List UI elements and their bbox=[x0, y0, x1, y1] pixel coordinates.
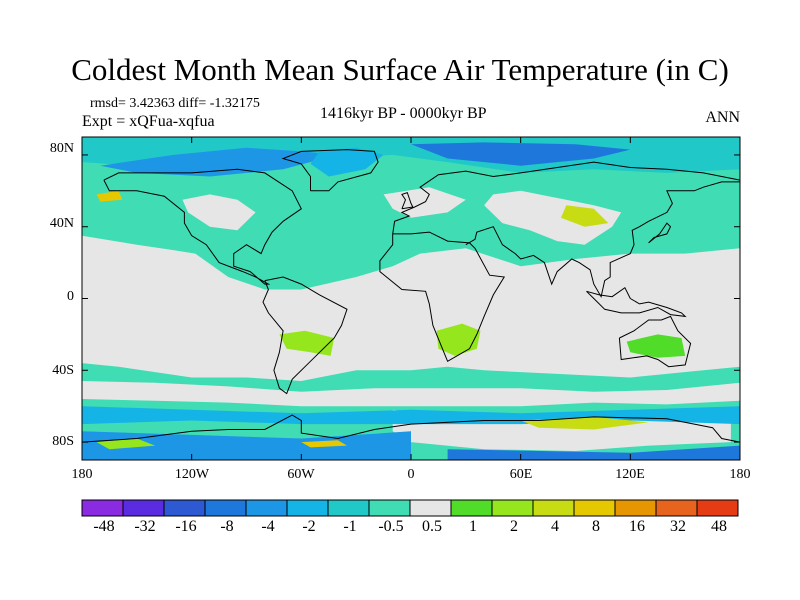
colorbar bbox=[81, 499, 739, 517]
lat-label-40n: 40N bbox=[49, 216, 74, 231]
colorbar-swatch bbox=[163, 499, 206, 517]
colorbar-label: 1 bbox=[469, 518, 477, 535]
warming-alaska bbox=[96, 190, 123, 202]
colorbar-label: 0.5 bbox=[422, 518, 442, 535]
colorbar-label: 32 bbox=[670, 518, 686, 535]
season-label: ANN bbox=[705, 109, 740, 126]
statistics-label: rmsd= 3.42363 diff= -1.32175 bbox=[90, 96, 260, 111]
lat-label-0: 0 bbox=[67, 289, 74, 304]
colorbar-swatch bbox=[286, 499, 329, 517]
colorbar-swatch bbox=[532, 499, 575, 517]
coastline bbox=[103, 168, 302, 285]
neutral-north-america bbox=[182, 194, 256, 231]
lon-label-60e: 60E bbox=[509, 467, 533, 482]
lon-label-0: 0 bbox=[407, 467, 415, 482]
axis-ticks bbox=[81, 137, 741, 460]
lon-label-120e: 120E bbox=[615, 467, 645, 482]
coastline bbox=[648, 222, 672, 244]
cooling-greenland bbox=[310, 147, 384, 177]
neutral-band-southern-ocean bbox=[82, 381, 740, 407]
colorbar-label: 16 bbox=[629, 518, 645, 535]
coastline-layer bbox=[81, 149, 741, 443]
coastline bbox=[586, 286, 687, 318]
experiment-label: Expt = xQFua-xqfua bbox=[82, 113, 215, 130]
colorbar-label: -2 bbox=[302, 518, 316, 535]
period-label: 1416kyr BP - 0000kyr BP bbox=[320, 105, 487, 122]
cooling-west-antarctica bbox=[82, 431, 411, 460]
colorbar-label: -4 bbox=[261, 518, 275, 535]
colorbar-label: -48 bbox=[93, 518, 115, 535]
warming-ross-sea bbox=[96, 438, 156, 450]
colorbar-label: 2 bbox=[510, 518, 518, 535]
colorbar-label: -1 bbox=[343, 518, 357, 535]
coastline bbox=[281, 149, 379, 192]
colorbar-swatch bbox=[327, 499, 370, 517]
lon-label-180e: 180 bbox=[729, 467, 751, 482]
warming-mongolia bbox=[560, 205, 609, 227]
coastline bbox=[401, 191, 414, 210]
colorbar-label: 8 bbox=[592, 518, 600, 535]
colorbar-swatch bbox=[655, 499, 698, 517]
lon-label-120w: 120W bbox=[174, 467, 210, 482]
colorbar-label: 48 bbox=[711, 518, 727, 535]
colorbar-swatch bbox=[409, 499, 452, 517]
colorbar-label: 4 bbox=[551, 518, 559, 535]
warming-weddell-ice bbox=[301, 440, 347, 448]
lat-label-40s: 40S bbox=[52, 363, 74, 378]
colorbar-swatch bbox=[122, 499, 165, 517]
lon-label-60w: 60W bbox=[287, 467, 315, 482]
colorbar-swatch bbox=[81, 499, 124, 517]
cooling-siberian-arctic bbox=[411, 142, 631, 166]
neutral-band-tropics bbox=[82, 235, 740, 381]
coastline bbox=[81, 414, 741, 443]
map-field-layer bbox=[82, 137, 740, 460]
cooling-canadian-arctic bbox=[100, 147, 338, 177]
coastline bbox=[379, 231, 506, 363]
coastline bbox=[465, 181, 740, 299]
colorbar-swatch bbox=[450, 499, 493, 517]
warming-south-america bbox=[279, 330, 335, 356]
colorbar-swatch bbox=[614, 499, 657, 517]
colorbar-swatch bbox=[204, 499, 247, 517]
colorbar-swatch bbox=[245, 499, 288, 517]
colorbar-label: -8 bbox=[220, 518, 234, 535]
neutral-central-asia bbox=[484, 190, 622, 245]
coastline bbox=[392, 161, 741, 234]
chart-title: Coldest Month Mean Surface Air Temperatu… bbox=[71, 52, 729, 87]
colorbar-swatch bbox=[573, 499, 616, 517]
warming-australia bbox=[626, 334, 686, 358]
coastline bbox=[618, 315, 692, 368]
colorbar-label: -32 bbox=[134, 518, 156, 535]
coastline bbox=[262, 276, 348, 395]
lat-label-80s: 80S bbox=[52, 434, 74, 449]
lat-label-80n: 80N bbox=[49, 141, 74, 156]
colorbar-swatch bbox=[491, 499, 534, 517]
colorbar-swatch bbox=[368, 499, 411, 517]
colorbar-label: -16 bbox=[175, 518, 197, 535]
colorbar-label: -0.5 bbox=[378, 518, 404, 535]
colorbar-swatch bbox=[696, 499, 739, 517]
lon-label-180w: 180 bbox=[71, 467, 93, 482]
